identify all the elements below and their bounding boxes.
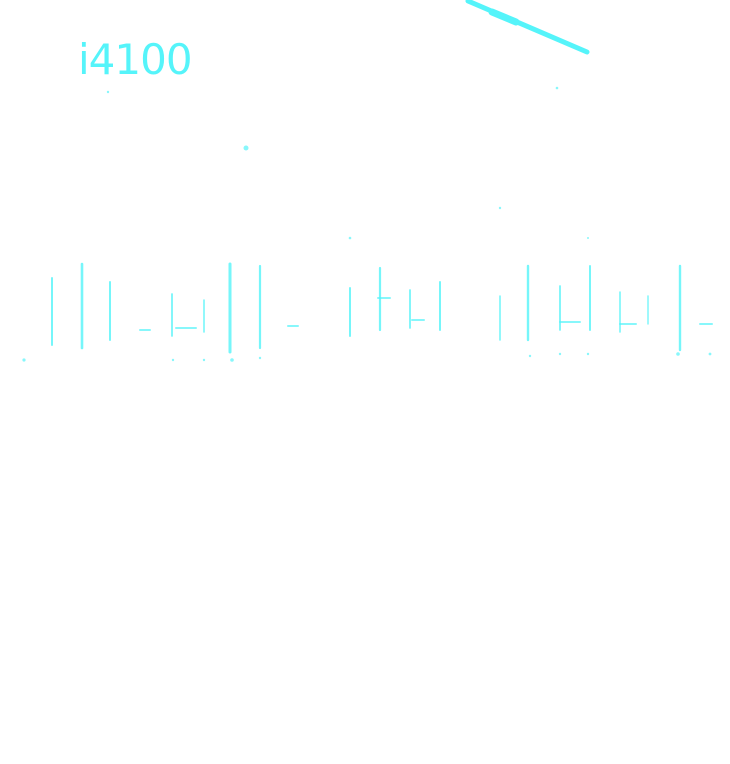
number-marking: i4100 bbox=[78, 35, 193, 84]
diagonal-stroke bbox=[465, 0, 590, 55]
diagonal-stroke-accent bbox=[488, 8, 520, 26]
specks bbox=[22, 86, 712, 362]
vertical-strokes bbox=[51, 262, 682, 354]
horizontal-dashes bbox=[139, 297, 713, 331]
